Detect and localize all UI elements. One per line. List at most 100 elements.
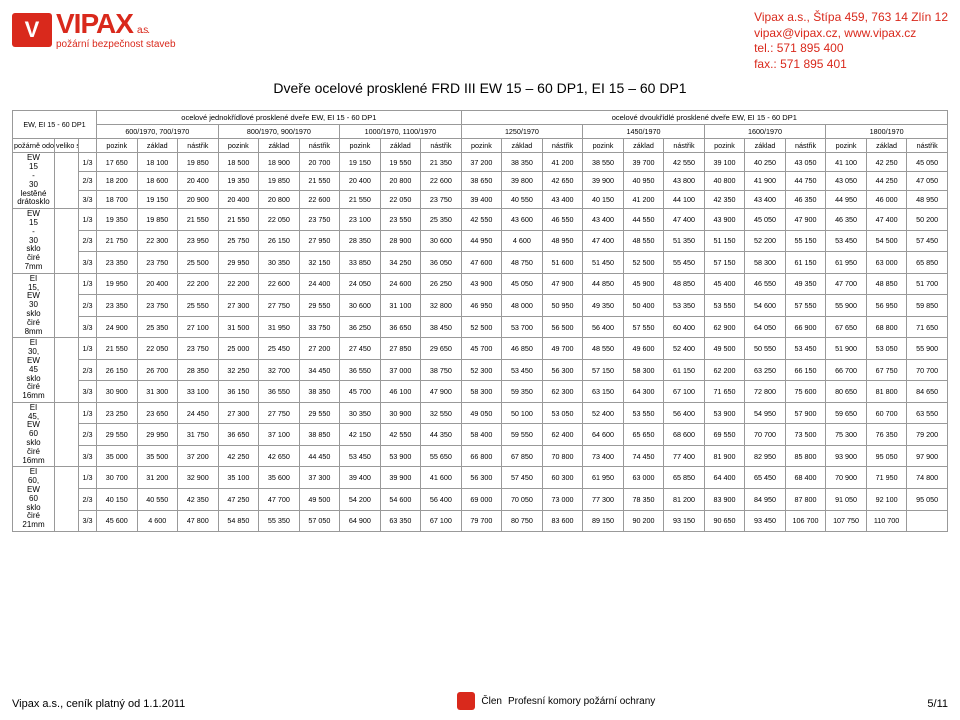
group-label: EI30,EW45skločiré16mm [13,338,55,403]
price-cell: 53 050 [542,402,583,424]
price-cell: 73 000 [542,488,583,510]
price-cell: 61 150 [664,359,705,381]
price-cell: 45 600 [97,510,138,532]
price-cell: 35 100 [218,467,259,489]
price-cell: 48 950 [907,190,948,209]
price-cell: 59 650 [826,402,867,424]
price-cell: 44 950 [826,190,867,209]
velikost-cell [55,273,79,338]
price-cell: 61 950 [583,467,624,489]
table-row: EW15-30lestěnédrátosklo1/317 65018 10019… [13,153,948,172]
price-cell: 41 900 [745,171,786,190]
fraction-cell: 2/3 [79,424,97,446]
price-cell: 56 950 [866,295,907,317]
price-cell: 19 950 [97,273,138,295]
price-cell: 24 400 [299,273,340,295]
price-cell: 61 950 [826,252,867,274]
price-cell: 57 150 [583,359,624,381]
price-cell: 70 800 [542,445,583,467]
price-cell: 24 900 [97,316,138,338]
price-cell: 89 150 [583,510,624,532]
price-cell: 90 200 [623,510,664,532]
price-cell: 45 700 [461,338,502,360]
price-cell: 47 700 [826,273,867,295]
price-cell: 27 750 [259,402,300,424]
price-cell: 54 500 [866,230,907,252]
price-cell: 60 700 [866,402,907,424]
thead-sub: základ [502,139,543,153]
price-cell: 83 600 [542,510,583,532]
footer-center: Člen Profesní komory požární ochrany [457,692,655,710]
price-cell: 41 200 [623,190,664,209]
price-cell: 54 600 [745,295,786,317]
price-cell: 48 850 [664,273,705,295]
price-cell: 64 600 [583,424,624,446]
thead-left2: veliko st proskl ení [55,139,79,153]
price-cell: 56 400 [583,316,624,338]
price-cell: 44 750 [785,171,826,190]
price-cell: 64 050 [745,316,786,338]
price-cell: 47 600 [461,252,502,274]
price-cell: 42 350 [178,488,219,510]
price-cell: 53 700 [502,316,543,338]
price-cell: 85 800 [785,445,826,467]
price-cell: 55 900 [907,338,948,360]
price-cell: 31 200 [137,467,178,489]
price-cell: 64 300 [623,381,664,403]
price-cell: 59 350 [502,381,543,403]
price-cell: 46 850 [502,338,543,360]
price-cell: 36 650 [380,316,421,338]
thead-sub: pozink [340,139,381,153]
price-cell: 65 450 [745,467,786,489]
table-row: EI45,EW60skločiré16mm1/323 25023 65024 4… [13,402,948,424]
price-cell: 26 150 [259,230,300,252]
thead-left1: požárně odolné sklo [13,139,55,153]
price-cell: 65 650 [623,424,664,446]
price-cell: 51 150 [704,230,745,252]
price-cell: 65 850 [907,252,948,274]
price-cell: 57 150 [704,252,745,274]
thead-sub: nástřik [664,139,705,153]
contact-tel: tel.: 571 895 400 [754,41,948,57]
thead-sub: pozink [218,139,259,153]
price-cell: 43 400 [583,209,624,231]
price-cell: 47 400 [866,209,907,231]
price-cell: 33 750 [299,316,340,338]
price-cell: 24 050 [340,273,381,295]
price-cell: 43 050 [826,171,867,190]
thead-size: 600/1970, 700/1970 [97,125,219,139]
price-cell: 27 300 [218,295,259,317]
price-cell: 53 450 [785,338,826,360]
price-cell: 93 150 [664,510,705,532]
price-cell: 25 350 [137,316,178,338]
price-cell: 79 700 [461,510,502,532]
price-cell: 40 150 [97,488,138,510]
fraction-cell: 3/3 [79,510,97,532]
clen-badge-icon [457,692,475,710]
thead-sub: nástřik [542,139,583,153]
price-cell: 20 800 [380,171,421,190]
price-cell: 78 350 [623,488,664,510]
price-cell: 87 800 [785,488,826,510]
page-header: VIPAX a.s. požární bezpečnost staveb Vip… [12,10,948,72]
price-cell: 48 850 [866,273,907,295]
price-cell: 80 750 [502,510,543,532]
price-cell: 23 100 [340,209,381,231]
table-row: 3/318 70019 15020 90020 40020 80022 6002… [13,190,948,209]
price-cell: 37 300 [299,467,340,489]
price-cell: 25 500 [178,252,219,274]
price-cell: 31 500 [218,316,259,338]
price-cell: 62 200 [704,359,745,381]
price-cell: 38 650 [461,171,502,190]
price-cell: 33 850 [340,252,381,274]
price-cell: 32 900 [178,467,219,489]
velikost-cell [55,467,79,532]
price-cell: 22 050 [137,338,178,360]
price-cell: 49 350 [785,273,826,295]
company-name: VIPAX [56,10,133,38]
price-cell: 23 350 [97,295,138,317]
price-cell: 54 950 [745,402,786,424]
price-cell: 95 050 [907,488,948,510]
thead-sub: základ [866,139,907,153]
thead-sub: pozink [826,139,867,153]
